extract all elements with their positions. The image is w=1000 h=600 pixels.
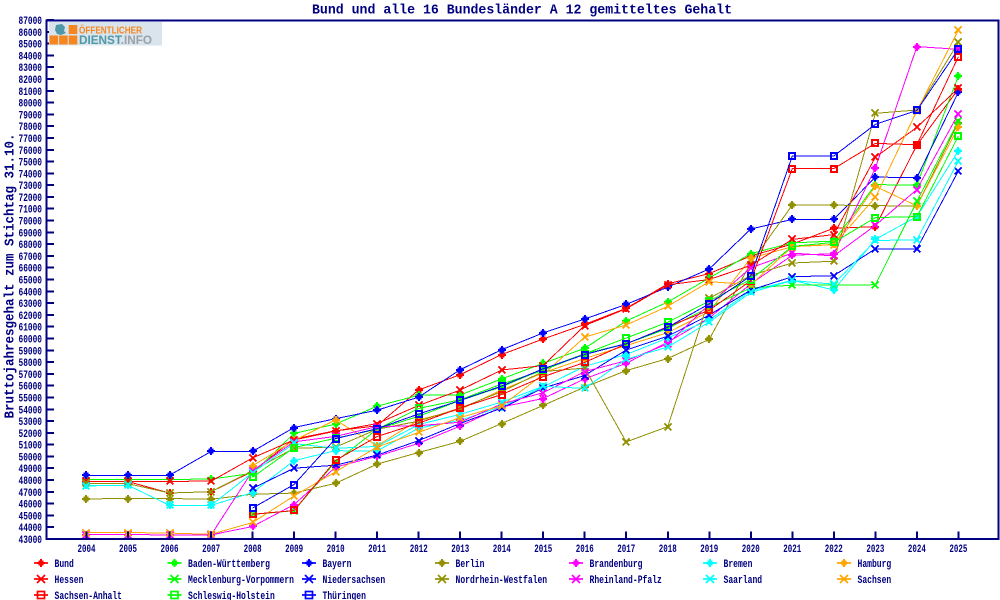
svg-text:2024: 2024 (908, 544, 926, 556)
svg-text:2019: 2019 (700, 544, 718, 556)
svg-text:48000: 48000 (19, 476, 43, 488)
svg-text:45000: 45000 (19, 511, 43, 523)
svg-text:79000: 79000 (19, 110, 43, 122)
svg-text:77000: 77000 (19, 134, 43, 146)
svg-text:2009: 2009 (285, 544, 303, 556)
svg-text:Baden-Württemberg: Baden-Württemberg (188, 559, 270, 571)
svg-text:65000: 65000 (19, 276, 43, 288)
svg-text:52000: 52000 (19, 429, 43, 441)
svg-text:46000: 46000 (19, 500, 43, 512)
svg-text:DIENST.INFO: DIENST.INFO (79, 33, 152, 47)
svg-text:84000: 84000 (19, 51, 43, 63)
svg-text:56000: 56000 (19, 382, 43, 394)
svg-text:57000: 57000 (19, 370, 43, 382)
svg-text:73000: 73000 (19, 181, 43, 193)
svg-text:86000: 86000 (19, 28, 43, 40)
svg-text:Bremen: Bremen (724, 559, 753, 571)
svg-text:55000: 55000 (19, 394, 43, 406)
svg-text:Berlin: Berlin (456, 559, 485, 571)
svg-text:2013: 2013 (451, 544, 469, 556)
svg-text:81000: 81000 (19, 87, 43, 99)
svg-text:2007: 2007 (202, 544, 220, 556)
svg-text:2004: 2004 (78, 544, 96, 556)
svg-text:43000: 43000 (19, 535, 43, 547)
svg-text:72000: 72000 (19, 193, 43, 205)
svg-text:71000: 71000 (19, 205, 43, 217)
svg-text:62000: 62000 (19, 311, 43, 323)
svg-text:87000: 87000 (19, 16, 43, 28)
svg-text:53000: 53000 (19, 417, 43, 429)
svg-text:76000: 76000 (19, 146, 43, 158)
svg-text:60000: 60000 (19, 335, 43, 347)
svg-text:2023: 2023 (866, 544, 884, 556)
svg-text:2014: 2014 (493, 544, 511, 556)
svg-text:58000: 58000 (19, 358, 43, 370)
svg-text:49000: 49000 (19, 464, 43, 476)
svg-text:2025: 2025 (949, 544, 967, 556)
svg-text:47000: 47000 (19, 488, 43, 500)
svg-text:Bund und alle 16 Bundesländer: Bund und alle 16 Bundesländer A 12 gemit… (312, 4, 732, 19)
svg-text:Bund: Bund (55, 559, 74, 571)
svg-text:51000: 51000 (19, 441, 43, 453)
svg-text:2016: 2016 (576, 544, 594, 556)
svg-text:Niedersachsen: Niedersachsen (323, 575, 386, 587)
svg-text:2005: 2005 (119, 544, 137, 556)
svg-text:Nordrhein-Westfalen: Nordrhein-Westfalen (456, 575, 548, 587)
svg-text:Schleswig-Holstein: Schleswig-Holstein (188, 591, 275, 600)
svg-text:2008: 2008 (244, 544, 262, 556)
svg-text:64000: 64000 (19, 287, 43, 299)
svg-text:63000: 63000 (19, 299, 43, 311)
svg-text:Thüringen: Thüringen (323, 591, 366, 600)
svg-text:Hessen: Hessen (55, 575, 84, 587)
svg-text:Rheinland-Pfalz: Rheinland-Pfalz (590, 575, 662, 587)
svg-text:82000: 82000 (19, 75, 43, 87)
svg-text:44000: 44000 (19, 523, 43, 535)
svg-text:66000: 66000 (19, 264, 43, 276)
svg-text:Sachsen-Anhalt: Sachsen-Anhalt (55, 591, 123, 600)
svg-text:78000: 78000 (19, 122, 43, 134)
svg-text:59000: 59000 (19, 346, 43, 358)
svg-text:2020: 2020 (742, 544, 760, 556)
svg-text:ÖFFENTLICHER: ÖFFENTLICHER (79, 24, 143, 37)
svg-text:69000: 69000 (19, 228, 43, 240)
svg-text:80000: 80000 (19, 99, 43, 111)
svg-text:2015: 2015 (534, 544, 552, 556)
svg-text:54000: 54000 (19, 405, 43, 417)
svg-text:Brandenburg: Brandenburg (590, 559, 643, 571)
svg-text:2006: 2006 (161, 544, 179, 556)
svg-text:61000: 61000 (19, 323, 43, 335)
svg-text:75000: 75000 (19, 158, 43, 170)
svg-text:2021: 2021 (783, 544, 801, 556)
svg-text:2018: 2018 (659, 544, 677, 556)
svg-text:85000: 85000 (19, 40, 43, 52)
svg-text:Bayern: Bayern (323, 559, 352, 571)
svg-text:68000: 68000 (19, 240, 43, 252)
svg-text:2010: 2010 (327, 544, 345, 556)
svg-text:2017: 2017 (617, 544, 635, 556)
svg-text:Sachsen: Sachsen (858, 575, 892, 587)
svg-text:67000: 67000 (19, 252, 43, 264)
svg-text:Hamburg: Hamburg (858, 559, 892, 571)
svg-text:50000: 50000 (19, 452, 43, 464)
svg-text:2011: 2011 (368, 544, 386, 556)
svg-text:Saarland: Saarland (724, 575, 763, 587)
svg-text:70000: 70000 (19, 217, 43, 229)
svg-text:Mecklenburg-Vorpommern: Mecklenburg-Vorpommern (188, 575, 294, 587)
svg-text:2022: 2022 (825, 544, 843, 556)
svg-text:83000: 83000 (19, 63, 43, 75)
svg-text:2012: 2012 (410, 544, 428, 556)
svg-text:Bruttojahresgehalt zum Stichta: Bruttojahresgehalt zum Stichtag 31.10. (4, 134, 19, 419)
svg-text:74000: 74000 (19, 169, 43, 181)
